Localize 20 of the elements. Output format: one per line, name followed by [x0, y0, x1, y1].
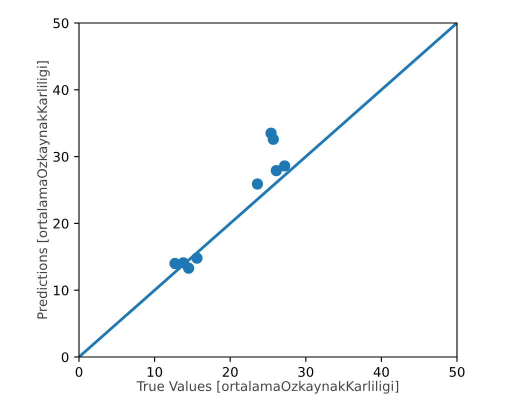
x-tick-label: 30 [298, 366, 314, 377]
x-tick-label: 20 [222, 366, 238, 377]
y-tick-label: 20 [53, 218, 68, 229]
y-tick-label: 0 [62, 352, 68, 362]
point [252, 178, 264, 190]
y-axis-title: Predictions [ortalamaOzkaynakKarliligi] [36, 61, 50, 319]
x-tick-label: 10 [148, 366, 162, 377]
x-tick-label: 0 [76, 366, 82, 377]
point [270, 165, 282, 176]
y-tick-label: 30 [53, 152, 68, 162]
point [279, 160, 290, 172]
point [183, 262, 194, 274]
point [191, 252, 203, 264]
x-axis-title: True Values [ortalamaOzkaynakKarliligi] [136, 380, 398, 394]
y-tick-label: 50 [54, 18, 68, 28]
y-tick-label: 40 [53, 85, 68, 95]
x-tick-label: 40 [374, 366, 389, 377]
x-tick-label: 50 [450, 366, 465, 377]
point [268, 134, 279, 145]
y-tick-label: 10 [54, 285, 68, 296]
